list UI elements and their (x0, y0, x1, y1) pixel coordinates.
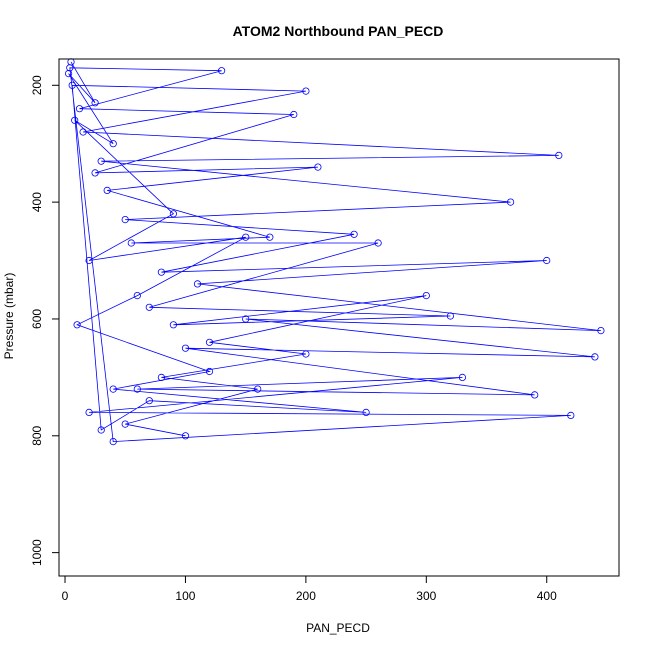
series-line (68, 61, 601, 443)
data-point (169, 210, 177, 218)
data-point (121, 420, 129, 428)
data-point (458, 373, 466, 381)
data-point (242, 233, 250, 241)
data-point (374, 239, 382, 247)
data-point (591, 353, 599, 361)
data-point (103, 186, 111, 194)
x-tick-label: 400 (537, 589, 557, 603)
data-point (597, 326, 605, 335)
data-point (506, 198, 515, 206)
data-point (65, 70, 73, 78)
data-point (133, 291, 141, 300)
data-point (133, 385, 141, 393)
data-point (446, 312, 454, 320)
data-point (266, 233, 274, 241)
data-point (543, 256, 551, 265)
data-point (157, 268, 165, 276)
data-point (314, 163, 322, 171)
y-tick-label: 400 (30, 192, 44, 212)
data-point (218, 67, 226, 75)
data-point (205, 367, 214, 376)
data-point (75, 105, 84, 113)
data-point (85, 256, 93, 265)
data-point (71, 116, 79, 124)
x-tick-label: 300 (416, 589, 436, 603)
data-point (169, 321, 177, 329)
data-point (157, 373, 165, 381)
y-tick-label: 1000 (30, 539, 44, 566)
data-point (73, 321, 81, 329)
chart-title: ATOM2 Northbound PAN_PECD (233, 23, 444, 39)
x-tick-label: 0 (62, 589, 69, 603)
y-tick-label: 600 (30, 309, 44, 329)
y-axis-label: Pressure (mbar) (2, 273, 16, 360)
series-layer (65, 58, 605, 446)
axis-ticks: 0 100 200 300 400 200 400 600 800 1000 (30, 75, 557, 603)
data-point (242, 315, 250, 323)
data-point (193, 280, 202, 288)
data-point (302, 87, 310, 95)
x-axis-label: PAN_PECD (306, 621, 370, 635)
x-tick-label: 200 (296, 589, 316, 603)
data-point (79, 128, 87, 136)
data-point (531, 391, 539, 399)
data-point (109, 385, 117, 393)
y-tick-label: 800 (30, 425, 44, 445)
data-point (362, 408, 370, 416)
data-point (145, 397, 153, 405)
data-point (91, 169, 99, 177)
y-tick-label: 200 (30, 75, 44, 95)
data-point (97, 426, 105, 434)
data-point (205, 338, 214, 346)
data-point (254, 385, 262, 393)
data-point (181, 432, 190, 440)
data-point (555, 151, 563, 159)
data-point (109, 437, 117, 446)
x-tick-label: 100 (175, 589, 195, 603)
data-point (350, 230, 358, 238)
data-point (97, 157, 105, 165)
plot-frame (58, 58, 620, 577)
data-point (85, 408, 93, 416)
data-point (68, 81, 76, 89)
data-point (302, 350, 310, 358)
data-point (145, 303, 153, 311)
data-point (422, 291, 430, 300)
data-point (290, 110, 298, 119)
data-point (121, 216, 129, 224)
data-point (91, 99, 99, 107)
data-point (181, 344, 190, 352)
data-point (109, 140, 117, 148)
data-point (567, 411, 575, 419)
data-point (66, 64, 74, 72)
data-point (127, 239, 135, 247)
